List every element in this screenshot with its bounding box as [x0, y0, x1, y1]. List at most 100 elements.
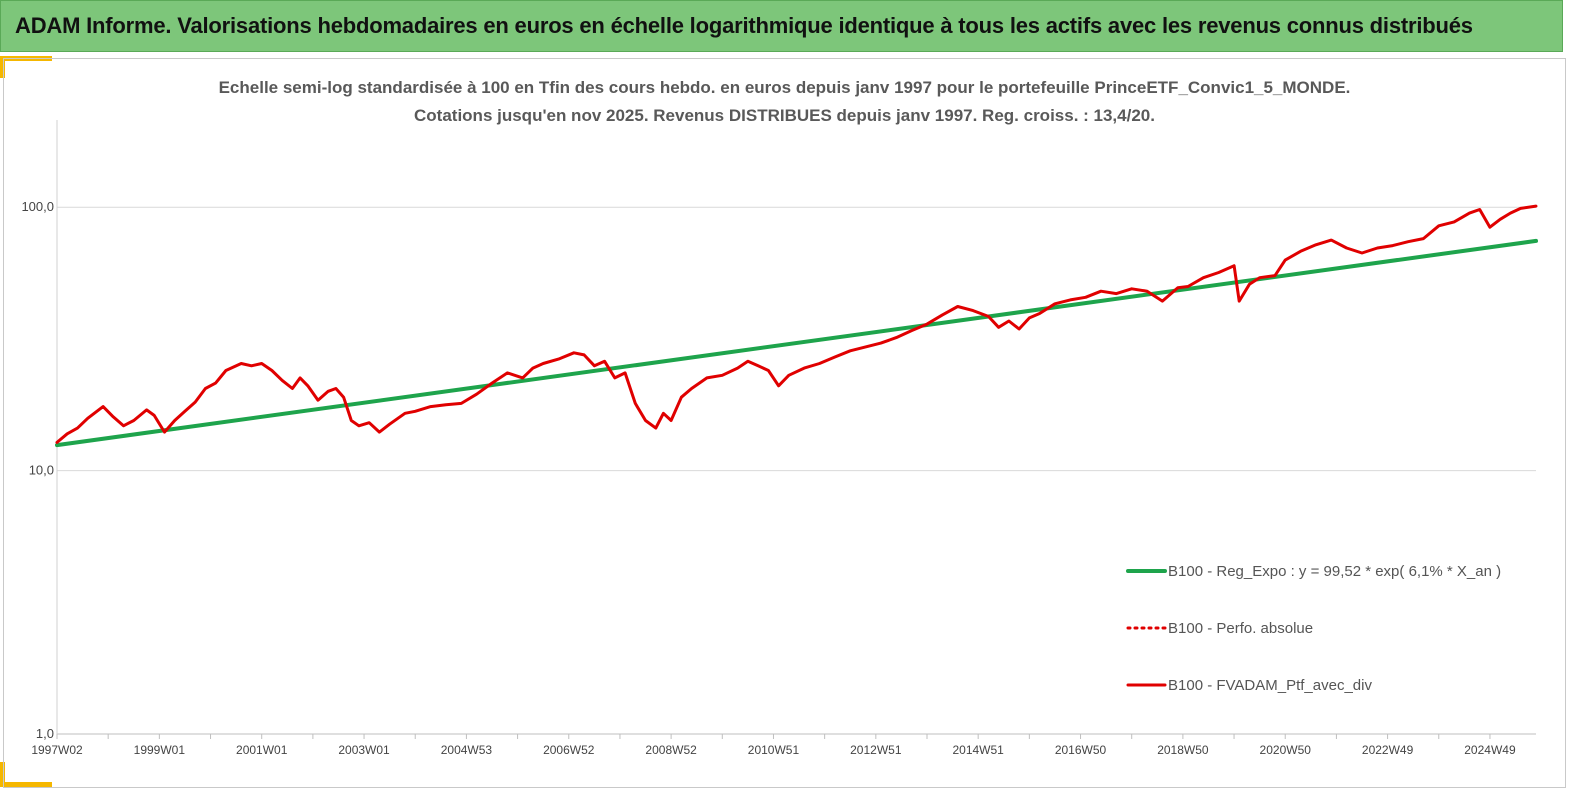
grid-lines: [57, 206, 1536, 472]
portfolio-point: [430, 406, 432, 408]
portfolio-point: [389, 423, 391, 425]
portfolio-point: [818, 362, 821, 365]
portfolio-point: [1376, 247, 1378, 249]
portfolio-point: [803, 367, 805, 369]
portfolio-point: [184, 410, 186, 412]
portfolio-point: [1300, 250, 1302, 252]
portfolio-point: [215, 382, 217, 384]
x-tick-label: 2010W51: [748, 743, 800, 757]
portfolio-point: [1438, 225, 1440, 227]
portfolio-point: [133, 419, 135, 422]
portfolio-point: [593, 365, 596, 367]
portfolio-point: [281, 379, 283, 381]
x-tick-label: 1999W01: [134, 743, 186, 757]
x-tick-label: 2006W52: [543, 743, 595, 757]
chart-frame: [3, 58, 1566, 788]
portfolio-point: [66, 433, 68, 435]
portfolio-point: [358, 425, 360, 427]
portfolio-point: [662, 412, 665, 414]
portfolio-point: [1453, 221, 1455, 223]
chart-subtitle: Cotations jusqu'en nov 2025. Revenus DIS…: [414, 106, 1155, 125]
portfolio-point: [957, 305, 959, 308]
portfolio-point: [112, 416, 114, 418]
legend: B100 - Reg_Expo : y = 99,52 * exp( 6,1% …: [1126, 563, 1501, 694]
portfolio-point: [327, 390, 329, 392]
corner-accent-top-left-vertical: [0, 56, 5, 78]
portfolio-point: [721, 374, 723, 376]
portfolio-point: [76, 427, 79, 429]
portfolio-point: [834, 356, 836, 358]
series-portfolio-line: [55, 204, 1538, 444]
portfolio-point: [1468, 212, 1471, 214]
portfolio-point: [317, 399, 319, 401]
x-tick-label: 2020W50: [1260, 743, 1312, 757]
x-tick-label: 2012W51: [850, 743, 902, 757]
portfolio-point: [634, 402, 636, 404]
portfolio-point: [767, 369, 770, 372]
portfolio-point: [102, 406, 104, 408]
portfolio-point: [1008, 320, 1010, 322]
portfolio-point: [1028, 317, 1030, 319]
portfolio-point: [1535, 205, 1537, 207]
series-regression-line: [55, 238, 1538, 448]
portfolio-point: [1392, 245, 1394, 247]
portfolio-point: [880, 342, 882, 344]
portfolio-point: [680, 396, 683, 398]
x-tick-label: 2014W51: [952, 743, 1004, 757]
corner-accent-bottom-left-vertical: [0, 762, 5, 787]
portfolio-point: [250, 365, 253, 367]
portfolio-point: [1259, 277, 1261, 279]
portfolio-point: [998, 326, 1000, 328]
y-tick-label: 10,0: [29, 463, 54, 478]
portfolio-point: [778, 385, 780, 387]
corner-accent-bottom-left: [0, 782, 52, 787]
regression-point: [56, 444, 58, 446]
portfolio-point: [404, 412, 406, 414]
portfolio-point: [1407, 241, 1409, 243]
portfolio-point: [644, 419, 647, 422]
portfolio-point: [307, 385, 309, 387]
regression-point: [1535, 240, 1537, 242]
portfolio-point: [1187, 285, 1189, 288]
portfolio-point: [146, 409, 148, 411]
portfolio-point: [1361, 252, 1363, 254]
portfolio-point: [1054, 303, 1056, 305]
portfolio-point: [614, 377, 616, 379]
portfolio-point: [1039, 312, 1041, 315]
x-tick-label: 2016W50: [1055, 743, 1107, 757]
portfolio-point: [1115, 293, 1117, 295]
portfolio-point: [1100, 290, 1102, 292]
portfolio-point: [1315, 244, 1317, 246]
portfolio-point: [122, 425, 125, 427]
portfolio-point: [737, 367, 739, 369]
portfolio-point: [1330, 239, 1332, 241]
portfolio-point: [757, 365, 759, 367]
portfolio-point: [1346, 247, 1348, 249]
portfolio-point: [225, 369, 227, 372]
portfolio-point: [573, 352, 575, 354]
portfolio-point: [532, 367, 534, 369]
portfolio-point: [1248, 283, 1250, 285]
portfolio-point: [655, 427, 657, 429]
x-tick-label: 2024W49: [1464, 743, 1516, 757]
report-title: ADAM Informe. Valorisations hebdomadaire…: [15, 13, 1473, 38]
portfolio-point: [368, 422, 370, 424]
chart-title: Echelle semi-log standardisée à 100 en T…: [218, 78, 1351, 97]
portfolio-point: [706, 377, 708, 379]
x-tick-label: 2003W01: [338, 743, 390, 757]
portfolio-point: [895, 337, 897, 339]
portfolio-point: [1422, 238, 1424, 240]
portfolio-point: [987, 315, 990, 317]
portfolio-point: [240, 362, 242, 365]
portfolio-point: [56, 441, 58, 443]
portfolio-point: [1131, 288, 1133, 290]
portfolio-point: [522, 377, 524, 379]
portfolio-point: [972, 310, 974, 312]
report-banner: ADAM Informe. Valorisations hebdomadaire…: [0, 0, 1563, 52]
portfolio-point: [542, 362, 544, 365]
portfolio-point: [299, 377, 301, 379]
portfolio-point: [1499, 218, 1501, 220]
portfolio-point: [153, 414, 155, 416]
portfolio-point: [865, 346, 867, 348]
